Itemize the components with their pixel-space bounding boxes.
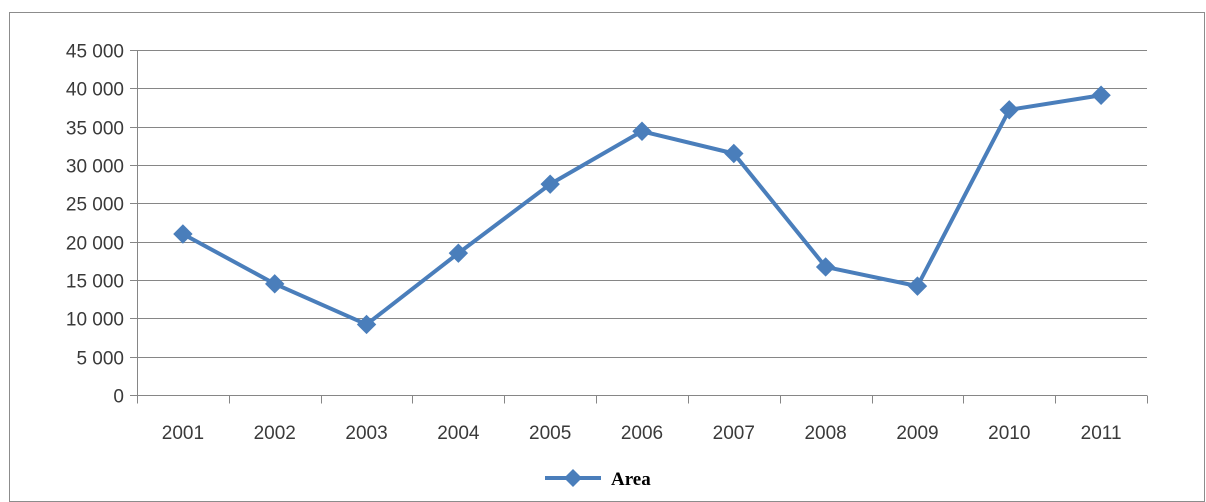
x-tick-label: 2005 xyxy=(529,423,571,444)
legend-label-area: Area xyxy=(611,469,651,490)
axes xyxy=(130,50,1148,404)
y-tick-label: 30 000 xyxy=(66,157,124,178)
legend: Area xyxy=(545,469,651,490)
data-point-marker xyxy=(632,121,652,141)
x-tick-label: 2002 xyxy=(254,423,296,444)
x-tick-label: 2006 xyxy=(621,423,663,444)
y-tick-label: 5 000 xyxy=(76,349,124,370)
y-tick-label: 15 000 xyxy=(66,272,124,293)
data-point-marker xyxy=(999,100,1019,120)
y-tick-label: 35 000 xyxy=(66,119,124,140)
x-tick-label: 2011 xyxy=(1081,423,1122,444)
y-tick-label: 25 000 xyxy=(66,195,124,216)
y-tick-label: 40 000 xyxy=(66,80,124,101)
x-tick-label: 2009 xyxy=(896,423,938,444)
chart-frame xyxy=(9,12,1205,502)
data-point-marker xyxy=(724,143,744,164)
x-tick-label: 2010 xyxy=(988,423,1030,444)
data-point-marker xyxy=(1091,85,1111,105)
data-point-marker xyxy=(815,257,836,277)
data-point-marker xyxy=(448,243,469,263)
data-point-marker xyxy=(265,274,285,294)
y-tick-label: 45 000 xyxy=(66,42,124,63)
y-tick-labels: 0 5 000 10 000 15 000 20 000 25 000 30 000 35 0… xyxy=(66,42,124,408)
y-tick-label: 10 000 xyxy=(66,310,124,331)
x-tick-label: 2007 xyxy=(713,423,755,444)
gridlines xyxy=(137,50,1147,358)
data-point-marker xyxy=(173,224,193,244)
x-tick-label: 2004 xyxy=(437,423,480,444)
data-point-marker xyxy=(907,276,928,296)
legend-diamond-marker xyxy=(564,469,582,487)
data-point-marker xyxy=(540,174,560,194)
x-tick-label: 2008 xyxy=(804,423,846,444)
y-tick-label: 20 000 xyxy=(66,234,124,255)
x-tick-label: 2003 xyxy=(345,423,387,444)
data-point-marker xyxy=(356,314,377,335)
series-area xyxy=(173,85,1111,335)
x-tick-labels: 2001 2002 2003 2004 2005 2006 2007 2008 2009 2010… xyxy=(162,423,1122,444)
y-tick-label: 0 xyxy=(113,387,124,408)
x-tick-label: 2001 xyxy=(162,423,204,444)
